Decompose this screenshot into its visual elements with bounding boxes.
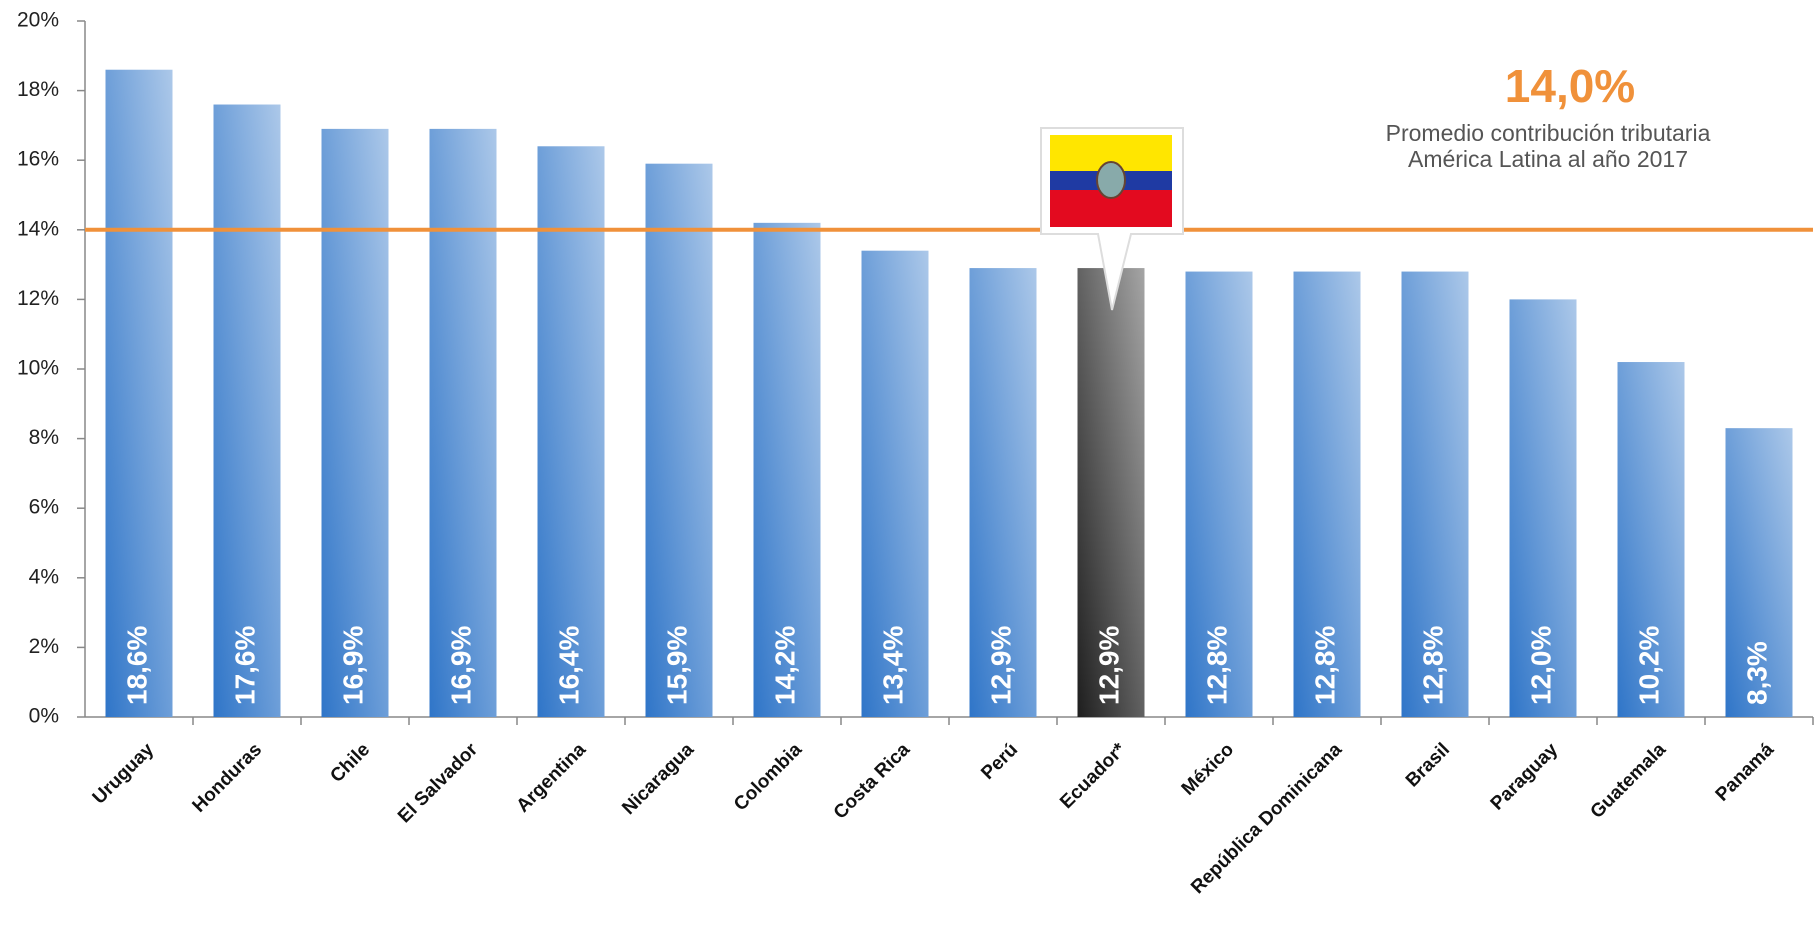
reference-description: Promedio contribución tributaria (1386, 120, 1711, 146)
x-tick-label: Brasil (1402, 739, 1454, 791)
value-label: 12,9% (985, 626, 1016, 705)
x-tick-label: Guatemala (1587, 739, 1671, 823)
bar (106, 70, 173, 717)
y-tick-label: 14% (17, 217, 59, 240)
x-tick-label: El Salvador (394, 739, 482, 827)
x-tick-label: Honduras (189, 739, 267, 817)
value-label: 16,9% (445, 626, 476, 705)
value-label: 13,4% (877, 626, 908, 705)
x-tick-label: Uruguay (89, 739, 159, 809)
value-label: 16,4% (553, 626, 584, 705)
bar (214, 105, 281, 717)
flag-callout (1041, 128, 1183, 310)
x-tick-label: Ecuador* (1056, 739, 1130, 813)
value-label: 8,3% (1741, 641, 1772, 705)
x-tick-label: Argentina (513, 739, 591, 817)
x-tick-label: Costa Rica (830, 739, 915, 824)
value-label: 17,6% (229, 626, 260, 705)
y-tick-label: 0% (29, 705, 59, 728)
x-tick-label: Panamá (1712, 739, 1779, 806)
y-tick-label: 12% (17, 287, 59, 310)
x-tick-label: Chile (326, 739, 374, 787)
x-tick-label: Colombia (730, 739, 806, 815)
y-tick-label: 16% (17, 148, 59, 171)
x-tick-label: Perú (977, 739, 1022, 784)
chart: 0% 2% 4% 6% 8% 10% 12% 14% 16% 18% 20% 18,6% Uruguay… (0, 0, 1818, 938)
value-label: 16,9% (337, 626, 368, 705)
x-tick-label: México (1178, 739, 1238, 799)
flag-emblem (1097, 162, 1125, 198)
y-tick-label: 4% (29, 565, 59, 588)
value-label: 18,6% (121, 626, 152, 705)
value-label: 12,0% (1525, 626, 1556, 705)
value-label: 12,9% (1093, 626, 1124, 705)
page: {"chart_data": {"type": "bar", "categori… (0, 0, 1818, 938)
reference-description: América Latina al año 2017 (1408, 146, 1688, 172)
y-tick-label: 6% (29, 496, 59, 519)
value-label: 15,9% (661, 626, 692, 705)
value-label: 12,8% (1309, 626, 1340, 705)
y-tick-label: 20% (17, 9, 59, 32)
value-label: 14,2% (769, 626, 800, 705)
value-label: 12,8% (1417, 626, 1448, 705)
x-tick-label: Paraguay (1487, 739, 1563, 815)
y-tick-label: 2% (29, 635, 59, 658)
y-tick-label: 18% (17, 78, 59, 101)
reference-label: 14,0% (1505, 60, 1635, 112)
y-tick-label: 8% (29, 426, 59, 449)
y-tick-label: 10% (17, 357, 59, 380)
x-tick-label: Nicaragua (618, 739, 698, 819)
value-label: 12,8% (1201, 626, 1232, 705)
value-label: 10,2% (1633, 626, 1664, 705)
